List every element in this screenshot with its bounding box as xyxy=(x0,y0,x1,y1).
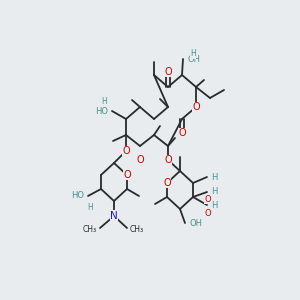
Text: H: H xyxy=(211,172,217,182)
Text: O: O xyxy=(136,155,144,165)
Text: H: H xyxy=(211,202,217,211)
Text: O: O xyxy=(164,155,172,165)
Text: O: O xyxy=(192,102,200,112)
Text: OH: OH xyxy=(187,55,200,64)
Text: O: O xyxy=(205,194,211,203)
Text: H: H xyxy=(101,97,107,106)
Text: CH₃: CH₃ xyxy=(130,224,144,233)
Text: H: H xyxy=(211,187,217,196)
Text: O: O xyxy=(163,178,171,188)
Text: CH₃: CH₃ xyxy=(83,224,97,233)
Text: O: O xyxy=(123,170,131,180)
Text: N: N xyxy=(110,211,118,221)
Text: H: H xyxy=(87,202,93,211)
Text: O: O xyxy=(205,208,211,217)
Text: O: O xyxy=(122,146,130,156)
Text: O: O xyxy=(164,67,172,77)
Text: HO: HO xyxy=(71,191,84,200)
Text: HO: HO xyxy=(95,106,108,116)
Text: OH: OH xyxy=(189,218,202,227)
Text: H: H xyxy=(190,50,196,58)
Text: O: O xyxy=(178,128,186,138)
